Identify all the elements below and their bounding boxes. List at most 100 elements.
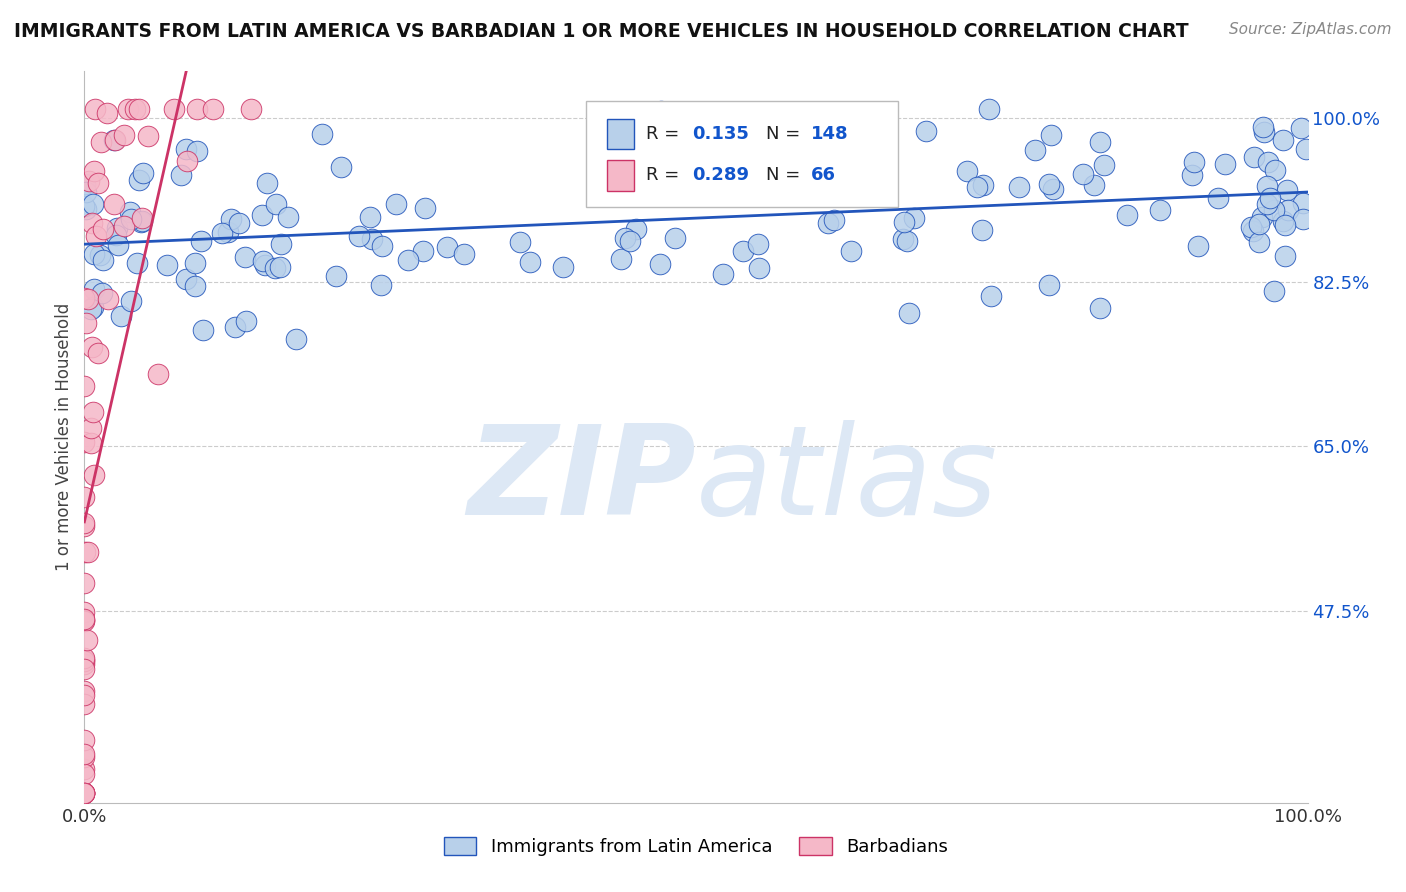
Point [823, 213, 845, 227]
Point [897, 306, 920, 320]
Point [1256, 197, 1278, 211]
Point [385, 197, 408, 211]
Point [1251, 211, 1274, 225]
Point [75, 316, 97, 330]
Point [1272, 214, 1295, 228]
Text: IMMIGRANTS FROM LATIN AMERICA VS BARBADIAN 1 OR MORE VEHICLES IN HOUSEHOLD CORRE: IMMIGRANTS FROM LATIN AMERICA VS BARBADI… [14, 22, 1188, 41]
Point [1239, 219, 1261, 234]
Point [73, 688, 96, 702]
Point [1092, 158, 1115, 172]
Point [75, 545, 97, 559]
Point [614, 231, 637, 245]
Point [252, 254, 274, 268]
Point [83, 468, 105, 483]
Point [1263, 203, 1285, 218]
Point [73, 605, 96, 619]
Point [124, 102, 146, 116]
Point [73, 684, 96, 698]
Point [77, 174, 100, 188]
Point [105, 220, 128, 235]
Point [112, 128, 135, 142]
Point [1073, 168, 1095, 182]
Point [980, 288, 1002, 302]
Point [903, 211, 925, 226]
Point [83, 164, 105, 178]
Point [360, 232, 382, 246]
Point [1249, 217, 1271, 231]
Point [176, 154, 198, 169]
Point [128, 102, 150, 116]
Point [131, 211, 153, 225]
Point [1292, 211, 1315, 226]
Point [1090, 301, 1112, 315]
Point [1243, 151, 1265, 165]
Text: 0.135: 0.135 [692, 125, 749, 143]
Point [325, 269, 347, 284]
Point [103, 197, 125, 211]
Point [1042, 181, 1064, 195]
Point [817, 216, 839, 230]
Point [176, 272, 198, 286]
Point [174, 142, 197, 156]
Point [713, 267, 735, 281]
Point [87, 176, 110, 190]
Text: R =: R = [645, 125, 685, 143]
Point [269, 260, 291, 275]
Point [270, 236, 292, 251]
Point [413, 201, 436, 215]
Point [73, 199, 96, 213]
Text: atlas: atlas [696, 420, 998, 541]
Point [1181, 168, 1204, 182]
Point [146, 368, 169, 382]
Point [217, 225, 239, 239]
Point [191, 323, 214, 337]
Point [156, 258, 179, 272]
Point [1247, 235, 1270, 249]
Point [80, 436, 103, 450]
Point [284, 332, 307, 346]
Point [824, 180, 846, 194]
Point [349, 228, 371, 243]
Point [183, 255, 205, 269]
Point [73, 378, 96, 392]
Point [1024, 144, 1046, 158]
Point [626, 221, 648, 235]
Point [228, 216, 250, 230]
Point [89, 247, 111, 261]
Point [1241, 224, 1264, 238]
Point [84, 228, 107, 243]
Point [73, 786, 96, 800]
Point [1274, 249, 1296, 263]
Point [747, 237, 769, 252]
Text: Source: ZipAtlas.com: Source: ZipAtlas.com [1229, 22, 1392, 37]
Point [170, 168, 193, 182]
Point [396, 252, 419, 267]
Point [73, 786, 96, 800]
Point [73, 435, 96, 450]
Y-axis label: 1 or more Vehicles in Household: 1 or more Vehicles in Household [55, 303, 73, 571]
Point [896, 234, 918, 248]
Point [664, 230, 686, 244]
Point [453, 247, 475, 261]
Point [1263, 284, 1285, 298]
Point [1187, 239, 1209, 253]
Point [73, 762, 96, 776]
Bar [606, 160, 634, 191]
Point [184, 278, 207, 293]
Point [845, 154, 868, 169]
Point [256, 176, 278, 190]
Point [80, 301, 103, 316]
Point [136, 128, 159, 143]
Point [77, 545, 100, 559]
Point [370, 277, 392, 292]
Point [1271, 133, 1294, 147]
Point [117, 102, 139, 116]
Point [73, 786, 96, 800]
Point [914, 124, 936, 138]
Point [648, 257, 671, 271]
Point [120, 294, 142, 309]
Point [650, 103, 672, 118]
Point [104, 133, 127, 147]
Point [73, 654, 96, 668]
Point [748, 260, 770, 275]
